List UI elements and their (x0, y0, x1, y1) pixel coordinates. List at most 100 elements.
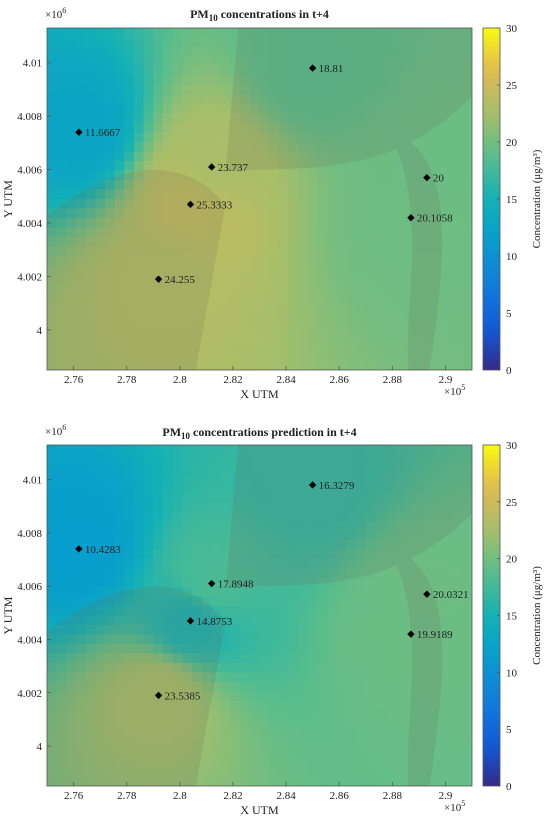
field-cell (66, 473, 77, 484)
field-cell (124, 445, 135, 456)
field-cell (47, 360, 58, 370)
field-cell (182, 94, 193, 105)
field-cell (153, 577, 164, 588)
field-cell (307, 596, 319, 607)
field-cell (259, 577, 270, 588)
field-cell (414, 643, 425, 654)
y-tick-label: 4.01 (23, 58, 42, 70)
field-cell (191, 634, 203, 645)
field-cell (201, 37, 212, 48)
field-cell (143, 294, 154, 305)
field-cell (375, 28, 386, 39)
field-cell (423, 596, 434, 607)
field-cell (346, 473, 357, 484)
field-cell (385, 577, 396, 588)
field-cell (153, 549, 164, 560)
field-cell (133, 738, 145, 749)
field-cell (336, 463, 348, 475)
field-cell (307, 284, 319, 295)
field-cell (462, 142, 472, 153)
field-cell (104, 606, 116, 617)
field-cell (327, 332, 338, 343)
field-cell (356, 94, 367, 105)
field-cell (259, 530, 270, 541)
field-cell (278, 199, 290, 210)
field-cell (191, 587, 203, 598)
field-cell (114, 66, 125, 77)
field-cell (298, 265, 309, 276)
field-cell (162, 530, 174, 541)
field-cell (365, 558, 377, 569)
field-cell (433, 161, 444, 172)
field-cell (298, 237, 309, 248)
field-cell (327, 37, 338, 48)
field-cell (153, 719, 164, 730)
field-cell (336, 284, 348, 295)
field-cell (462, 454, 472, 465)
field-cell (220, 265, 232, 276)
field-cell (211, 218, 222, 229)
field-cell (307, 729, 319, 740)
field-cell (85, 113, 96, 124)
field-cell (104, 256, 116, 267)
field-cell (336, 180, 348, 191)
field-cell (220, 47, 232, 58)
field-cell (404, 492, 415, 503)
field-cell (336, 142, 348, 153)
field-cell (124, 113, 135, 124)
field-cell (230, 341, 241, 352)
field-cell (365, 313, 377, 324)
field-cell (356, 587, 367, 598)
field-cell (182, 322, 193, 333)
field-cell (346, 199, 357, 210)
field-cell (85, 275, 96, 286)
field-cell (201, 672, 212, 683)
field-cell (462, 549, 472, 560)
field-cell (336, 132, 348, 143)
field-cell (327, 56, 338, 67)
field-cell (124, 729, 135, 740)
field-cell (288, 473, 299, 484)
field-cell (327, 530, 338, 541)
field-cell (414, 445, 425, 456)
field-cell (220, 341, 232, 352)
field-cell (278, 539, 290, 550)
field-cell (66, 351, 77, 362)
field-cell (462, 767, 472, 778)
field-cell (462, 351, 472, 362)
field-cell (182, 492, 193, 503)
field-cell (307, 94, 319, 105)
field-cell (85, 227, 96, 238)
field-cell (153, 75, 164, 86)
field-cell (75, 445, 87, 456)
field-cell (452, 66, 463, 77)
field-cell (356, 549, 367, 560)
field-cell (114, 568, 125, 579)
field-cell (172, 284, 183, 295)
field-cell (133, 227, 145, 238)
field-cell (269, 161, 280, 172)
field-cell (182, 123, 193, 134)
field-cell (104, 624, 116, 636)
field-cell (433, 596, 444, 607)
field-cell (66, 180, 77, 191)
field-cell (356, 142, 367, 153)
field-cell (211, 757, 222, 768)
field-cell (133, 237, 145, 248)
field-cell (394, 700, 405, 711)
field-cell (423, 113, 434, 124)
field-cell (404, 360, 415, 370)
field-cell (259, 284, 270, 295)
field-cell (75, 520, 87, 531)
field-cell (143, 615, 154, 626)
field-cell (56, 256, 67, 267)
field-cell (394, 199, 405, 210)
field-cell (182, 161, 193, 172)
field-cell (153, 558, 164, 569)
field-cell (211, 351, 222, 362)
field-cell (336, 313, 348, 324)
field-cell (143, 151, 154, 162)
field-cell (95, 104, 106, 115)
field-cell (288, 624, 299, 636)
field-cell (56, 681, 67, 692)
